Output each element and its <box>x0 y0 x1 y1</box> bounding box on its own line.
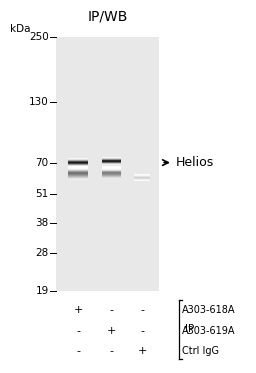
Text: -: - <box>76 326 80 336</box>
Text: 130: 130 <box>29 97 49 107</box>
Text: 38: 38 <box>35 218 49 228</box>
Text: -: - <box>76 346 80 355</box>
Text: -: - <box>140 326 144 336</box>
Text: -: - <box>109 305 113 315</box>
Text: +: + <box>107 326 116 336</box>
Text: Ctrl IgG: Ctrl IgG <box>182 346 219 355</box>
Text: kDa: kDa <box>10 23 31 34</box>
Text: Helios: Helios <box>175 156 214 169</box>
Text: 250: 250 <box>29 32 49 42</box>
Text: IP/WB: IP/WB <box>87 10 128 24</box>
Text: 28: 28 <box>35 248 49 258</box>
Bar <box>56 37 159 291</box>
Text: +: + <box>137 346 147 355</box>
Text: 51: 51 <box>35 189 49 199</box>
Text: A303-618A: A303-618A <box>182 305 235 315</box>
Text: 70: 70 <box>36 157 49 167</box>
Text: 19: 19 <box>35 286 49 296</box>
Text: A303-619A: A303-619A <box>182 326 235 336</box>
Text: +: + <box>73 305 83 315</box>
Text: -: - <box>109 346 113 355</box>
Text: -: - <box>140 305 144 315</box>
Text: IP: IP <box>185 325 194 334</box>
